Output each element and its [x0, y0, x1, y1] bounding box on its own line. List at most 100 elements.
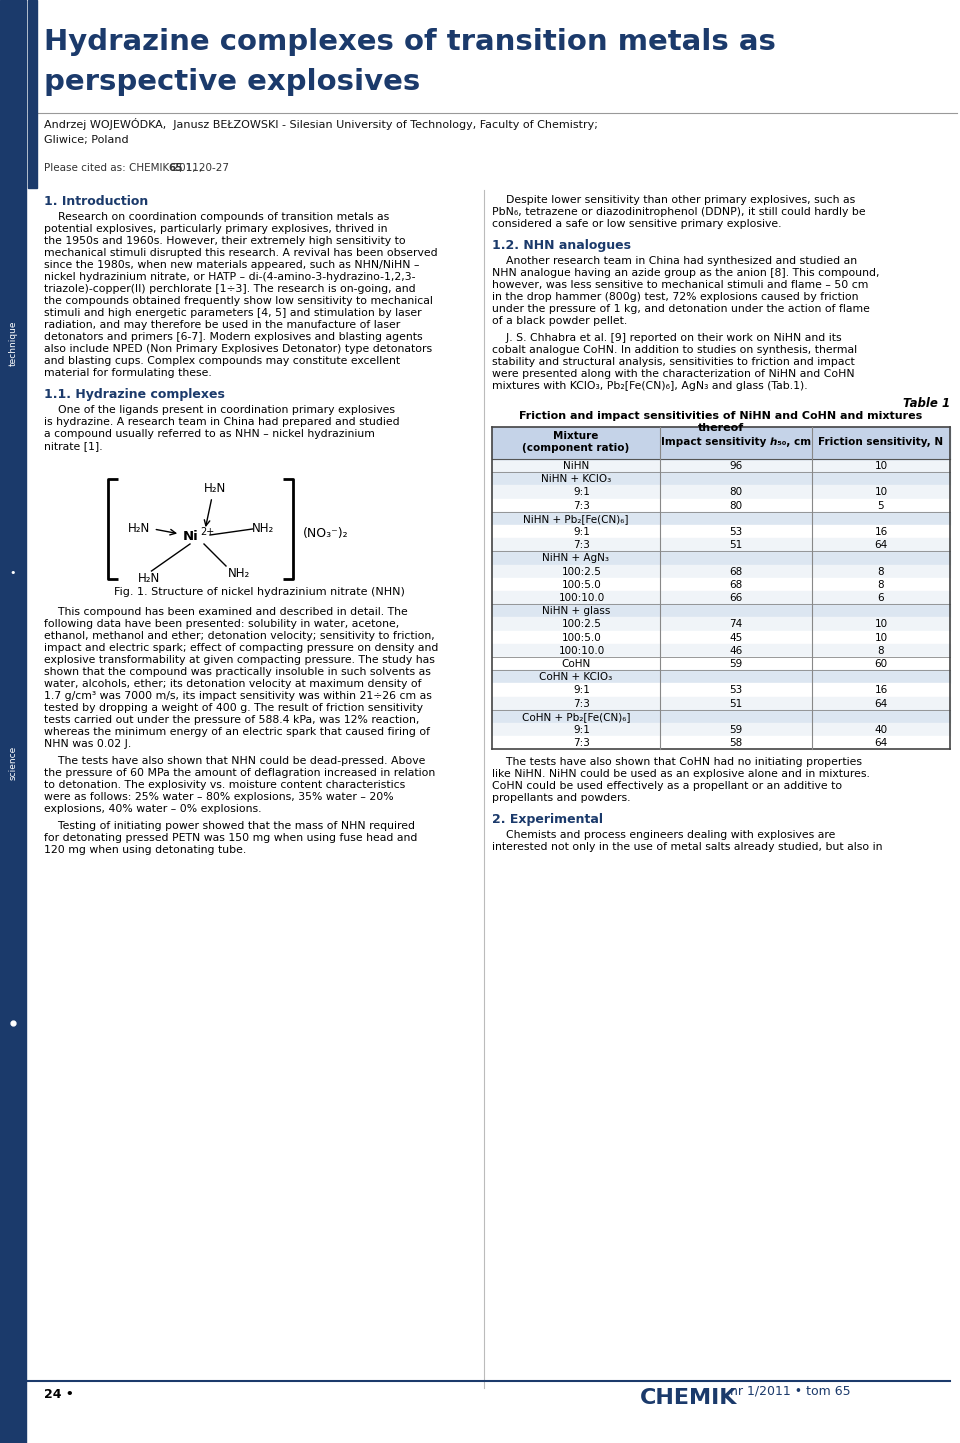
Text: H₂N: H₂N [137, 571, 159, 584]
Text: in the drop hammer (800g) test, 72% explosions caused by friction: in the drop hammer (800g) test, 72% expl… [492, 291, 858, 302]
Text: tested by dropping a weight of 400 g. The result of friction sensitivity: tested by dropping a weight of 400 g. Th… [44, 703, 423, 713]
Text: cobalt analogue CoHN. In addition to studies on synthesis, thermal: cobalt analogue CoHN. In addition to stu… [492, 345, 857, 355]
Text: (NO₃⁻)₂: (NO₃⁻)₂ [302, 528, 348, 541]
Text: 59: 59 [730, 659, 743, 670]
Text: since the 1980s, when new materials appeared, such as NHN/NiHN –: since the 1980s, when new materials appe… [44, 260, 420, 270]
Bar [492, 723, 950, 736]
Text: nr 1/2011 • tom 65: nr 1/2011 • tom 65 [730, 1385, 851, 1398]
Text: 64: 64 [875, 739, 888, 749]
Bar [492, 710, 950, 723]
Text: interested not only in the use of metal salts already studied, but also in: interested not only in the use of metal … [492, 843, 882, 853]
Bar [492, 459, 950, 472]
Text: H₂N: H₂N [204, 482, 227, 495]
Text: 100:2.5: 100:2.5 [562, 619, 602, 629]
Text: nickel hydrazinium nitrate, or HATP – di-(4-amino-3-hydrazino-1,2,3-: nickel hydrazinium nitrate, or HATP – di… [44, 271, 416, 281]
Text: J. S. Chhabra et al. [9] reported on their work on NiHN and its: J. S. Chhabra et al. [9] reported on the… [492, 333, 842, 343]
Text: the 1950s and 1960s. However, their extremely high sensitivity to: the 1950s and 1960s. However, their extr… [44, 237, 406, 245]
Text: NiHN + AgN₃: NiHN + AgN₃ [542, 554, 610, 563]
Text: 1.1. Hydrazine complexes: 1.1. Hydrazine complexes [44, 388, 225, 401]
Text: 1.2. NHN analogues: 1.2. NHN analogues [492, 240, 631, 253]
Text: 96: 96 [730, 460, 743, 470]
Bar [492, 512, 950, 525]
Text: 24 •: 24 • [44, 1388, 74, 1401]
Bar [492, 485, 950, 499]
Text: for detonating pressed PETN was 150 mg when using fuse head and: for detonating pressed PETN was 150 mg w… [44, 833, 418, 843]
Text: 58: 58 [730, 739, 743, 749]
Text: 100:2.5: 100:2.5 [562, 567, 602, 577]
Text: NiHN: NiHN [563, 460, 589, 470]
Bar [492, 472, 950, 485]
Text: 46: 46 [730, 646, 743, 655]
Text: 8: 8 [877, 580, 884, 590]
Text: the pressure of 60 MPa the amount of deflagration increased in relation: the pressure of 60 MPa the amount of def… [44, 768, 435, 778]
Text: Mixture
(component ratio): Mixture (component ratio) [522, 431, 630, 453]
Text: 100:5.0: 100:5.0 [563, 580, 602, 590]
Text: shown that the compound was practically insoluble in such solvents as: shown that the compound was practically … [44, 667, 431, 677]
Text: Research on coordination compounds of transition metals as: Research on coordination compounds of tr… [44, 212, 389, 222]
Text: 64: 64 [875, 540, 888, 550]
Text: 10: 10 [875, 460, 888, 470]
Text: The tests have also shown that CoHN had no initiating properties: The tests have also shown that CoHN had … [492, 758, 862, 768]
Text: impact and electric spark; effect of compacting pressure on density and: impact and electric spark; effect of com… [44, 644, 439, 654]
Text: propellants and powders.: propellants and powders. [492, 794, 631, 804]
Text: Impact sensitivity ℎ₅₀, cm: Impact sensitivity ℎ₅₀, cm [660, 437, 811, 447]
Text: 10: 10 [875, 488, 888, 498]
Text: Table 1: Table 1 [902, 397, 950, 410]
Text: and blasting cups. Complex compounds may constitute excellent: and blasting cups. Complex compounds may… [44, 356, 400, 367]
Text: 53: 53 [730, 685, 743, 696]
Text: 7:3: 7:3 [573, 698, 590, 709]
Text: 7:3: 7:3 [573, 739, 590, 749]
Text: NHN was 0.02 J.: NHN was 0.02 J. [44, 739, 132, 749]
Bar [492, 644, 950, 657]
Text: material for formulating these.: material for formulating these. [44, 368, 212, 378]
Text: 40: 40 [875, 724, 888, 734]
Text: Ni: Ni [182, 531, 198, 544]
Text: 45: 45 [730, 632, 743, 642]
Text: PbN₆, tetrazene or diazodinitrophenol (DDNP), it still could hardly be: PbN₆, tetrazene or diazodinitrophenol (D… [492, 206, 866, 216]
Text: 10: 10 [875, 619, 888, 629]
Text: Friction and impact sensitivities of NiHN and CoHN and mixtures: Friction and impact sensitivities of NiH… [519, 411, 923, 421]
Text: 5: 5 [877, 501, 884, 511]
Text: technique: technique [9, 320, 17, 365]
Text: 64: 64 [875, 698, 888, 709]
Text: Chemists and process engineers dealing with explosives are: Chemists and process engineers dealing w… [492, 830, 835, 840]
Text: 2+: 2+ [200, 527, 214, 537]
Text: CoHN + KClO₃: CoHN + KClO₃ [540, 672, 612, 683]
Text: 68: 68 [730, 567, 743, 577]
Text: CoHN + Pb₂[Fe(CN)₆]: CoHN + Pb₂[Fe(CN)₆] [521, 711, 631, 722]
Text: NiHN + KClO₃: NiHN + KClO₃ [540, 475, 612, 485]
Text: 51: 51 [730, 698, 743, 709]
Text: 1.7 g/cm³ was 7000 m/s, its impact sensitivity was within 21÷26 cm as: 1.7 g/cm³ was 7000 m/s, its impact sensi… [44, 691, 432, 701]
Text: stimuli and high energetic parameters [4, 5] and stimulation by laser: stimuli and high energetic parameters [4… [44, 307, 421, 317]
Text: detonators and primers [6-7]. Modern explosives and blasting agents: detonators and primers [6-7]. Modern exp… [44, 332, 422, 342]
Text: 16: 16 [875, 527, 888, 537]
Text: 7:3: 7:3 [573, 501, 590, 511]
Text: The tests have also shown that NHN could be dead-pressed. Above: The tests have also shown that NHN could… [44, 756, 425, 766]
Text: thereof: thereof [698, 423, 744, 433]
Bar [492, 577, 950, 592]
Text: 16: 16 [875, 685, 888, 696]
Text: Testing of initiating power showed that the mass of NHN required: Testing of initiating power showed that … [44, 821, 415, 831]
Text: is hydrazine. A research team in China had prepared and studied: is hydrazine. A research team in China h… [44, 417, 399, 427]
Text: the compounds obtained frequently show low sensitivity to mechanical: the compounds obtained frequently show l… [44, 296, 433, 306]
Text: Gliwice; Poland: Gliwice; Poland [44, 136, 129, 144]
Bar [492, 427, 950, 459]
Text: were as follows: 25% water – 80% explosions, 35% water – 20%: were as follows: 25% water – 80% explosi… [44, 792, 394, 802]
Text: •: • [10, 569, 16, 579]
Text: Friction sensitivity, N: Friction sensitivity, N [819, 437, 944, 447]
Text: 53: 53 [730, 527, 743, 537]
Bar [492, 736, 950, 749]
Text: 60: 60 [875, 659, 888, 670]
Text: NHN analogue having an azide group as the anion [8]. This compound,: NHN analogue having an azide group as th… [492, 268, 879, 278]
Text: however, was less sensitive to mechanical stimuli and flame – 50 cm: however, was less sensitive to mechanica… [492, 280, 869, 290]
Text: Hydrazine complexes of transition metals as: Hydrazine complexes of transition metals… [44, 27, 776, 56]
Text: explosive transformability at given compacting pressure. The study has: explosive transformability at given comp… [44, 655, 435, 665]
Text: 7:3: 7:3 [573, 540, 590, 550]
Bar [492, 697, 950, 710]
Text: science: science [9, 746, 17, 781]
Text: mechanical stimuli disrupted this research. A revival has been observed: mechanical stimuli disrupted this resear… [44, 248, 438, 258]
Text: NiHN + glass: NiHN + glass [541, 606, 611, 616]
Bar [492, 684, 950, 697]
Text: , 1, 20-27: , 1, 20-27 [179, 163, 229, 173]
Bar [492, 592, 950, 605]
